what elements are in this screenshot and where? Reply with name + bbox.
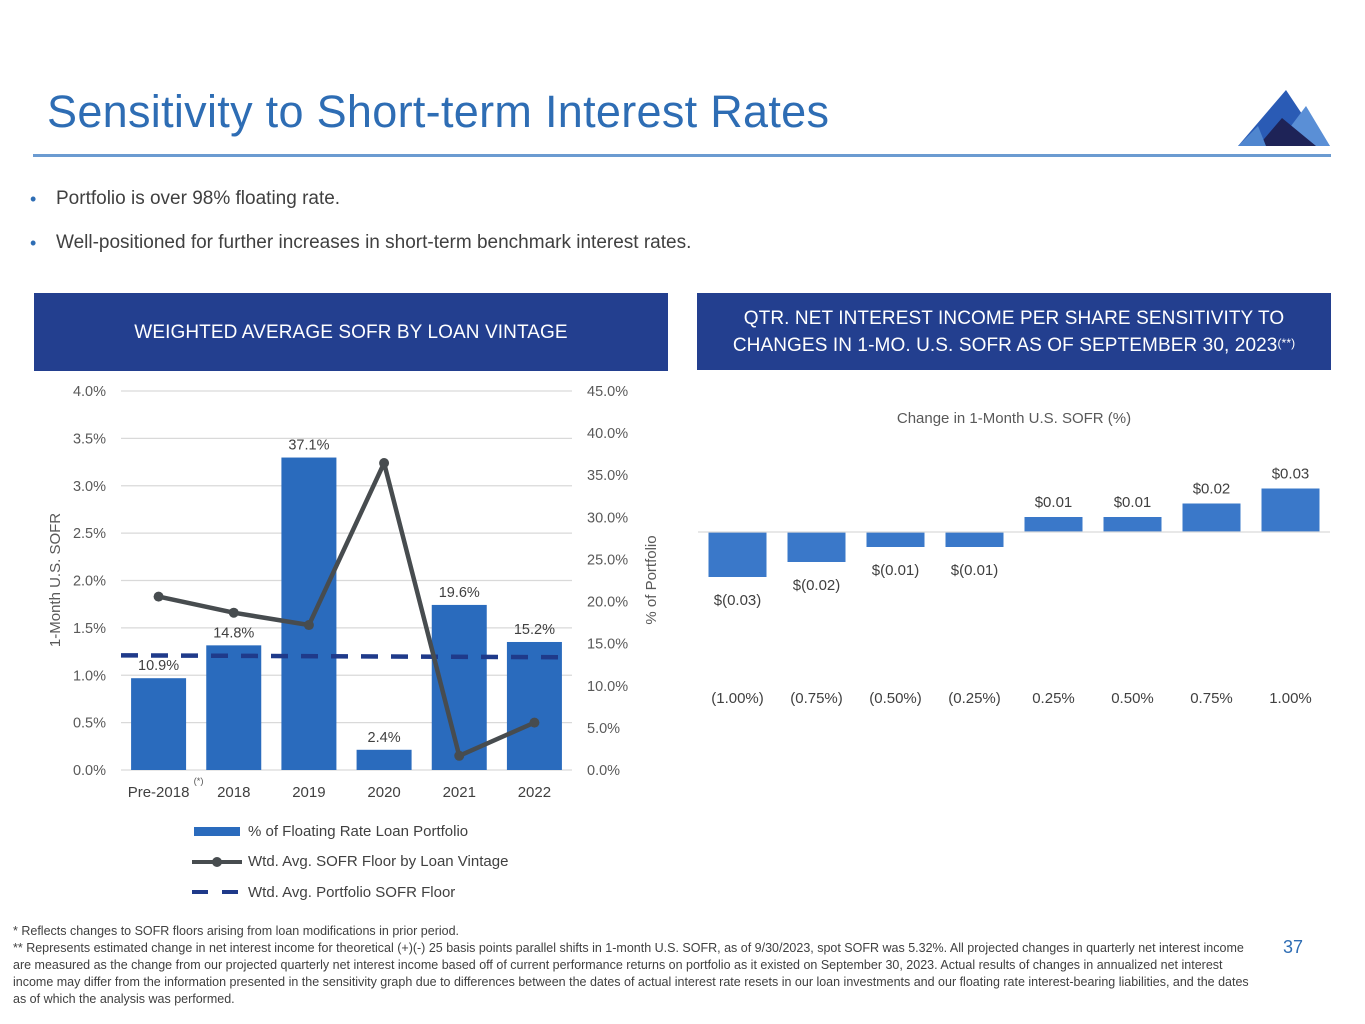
bar-data-label: 19.6% xyxy=(439,585,480,601)
right-axis-tick-label: 20.0% xyxy=(587,595,628,611)
bar-data-label: $0.03 xyxy=(1272,466,1310,483)
portfolio-sofr-floor-line xyxy=(120,653,565,660)
left-axis-tick-label: 0.0% xyxy=(73,763,106,779)
x-axis-tick-label: 1.00% xyxy=(1269,690,1312,707)
vintage-floor-line xyxy=(158,460,536,759)
legend-dashed-swatch xyxy=(192,885,242,899)
x-axis-tick-label: 0.25% xyxy=(1032,690,1075,707)
right-axis-tick-label: 0.0% xyxy=(587,763,620,779)
bar-data-label: $0.01 xyxy=(1035,494,1073,511)
bar-data-label: 37.1% xyxy=(288,438,329,454)
portfolio-bar xyxy=(506,641,562,770)
portfolio-bar xyxy=(206,645,262,770)
right-axis-tick-label: 40.0% xyxy=(587,426,628,442)
left-axis-tick-label: 1.5% xyxy=(73,621,106,637)
right-chart-header: QTR. NET INTEREST INCOME PER SHARE SENSI… xyxy=(697,293,1331,370)
left-axis-tick-label: 4.0% xyxy=(73,384,106,400)
right-axis-tick-label: 10.0% xyxy=(587,679,628,695)
sensitivity-bar xyxy=(787,532,846,562)
footnote-1: * Reflects changes to SOFR floors arisin… xyxy=(13,924,460,938)
left-axis-tick-label: 3.0% xyxy=(73,479,106,495)
x-axis-tick-label: 2022 xyxy=(518,784,551,801)
bar-data-label: 15.2% xyxy=(514,622,555,638)
x-axis-tick-label: (0.50%) xyxy=(869,690,922,707)
footnotes: * Reflects changes to SOFR floors arisin… xyxy=(13,923,1263,1008)
portfolio-bar xyxy=(356,749,412,770)
x-axis-tick-label: 0.75% xyxy=(1190,690,1233,707)
left-chart-legend: % of Floating Rate Loan Portfolio Wtd. A… xyxy=(192,816,508,908)
page-number: 37 xyxy=(1283,937,1304,957)
bar-data-label: $(0.02) xyxy=(793,577,841,594)
nii-sensitivity-chart: Change in 1-Month U.S. SOFR (%) $(0.03) (1… xyxy=(698,410,1330,707)
footnote-2: ** Represents estimated change in net in… xyxy=(13,941,1249,1006)
x-axis-tick-label: Pre-2018 xyxy=(128,784,190,801)
bullet-icon: • xyxy=(30,189,37,209)
bar-data-label: 10.9% xyxy=(138,658,179,674)
bar-data-label: $(0.03) xyxy=(714,592,762,609)
legend-item-vintage-floor: Wtd. Avg. SOFR Floor by Loan Vintage xyxy=(192,847,508,878)
legend-item-portfolio-floor: Wtd. Avg. Portfolio SOFR Floor xyxy=(192,877,508,908)
portfolio-bar xyxy=(281,457,337,770)
portfolio-bar xyxy=(131,678,187,770)
x-axis-tick-label: (0.75%) xyxy=(790,690,843,707)
vintage-floor-point xyxy=(228,607,239,618)
bar-data-label: $(0.01) xyxy=(872,562,920,579)
left-axis-tick-label: 1.0% xyxy=(73,668,106,684)
bullet-item: • Well-positioned for further increases i… xyxy=(30,230,691,274)
x-axis-tick-label: 2021 xyxy=(443,784,476,801)
vintage-floor-point xyxy=(379,458,390,469)
bar-data-label: $(0.01) xyxy=(951,562,999,579)
bullet-item: • Portfolio is over 98% floating rate. xyxy=(30,186,691,230)
title-divider xyxy=(33,154,1331,157)
x-axis-tick-label: 2018 xyxy=(217,784,250,801)
legend-item-portfolio-bar: % of Floating Rate Loan Portfolio xyxy=(192,816,508,847)
legend-line-marker-swatch xyxy=(192,855,242,869)
x-axis-tick-label: 2019 xyxy=(292,784,325,801)
left-chart-header: WEIGHTED AVERAGE SOFR BY LOAN VINTAGE xyxy=(34,293,668,371)
left-axis-tick-label: 2.5% xyxy=(73,526,106,542)
sensitivity-bar xyxy=(1261,488,1320,532)
vintage-floor-point xyxy=(303,620,314,631)
sensitivity-bar xyxy=(708,532,767,577)
left-axis-tick-label: 0.5% xyxy=(73,716,106,732)
legend-bar-swatch xyxy=(192,824,242,838)
sensitivity-bar xyxy=(1103,517,1162,532)
bar-data-label: $0.02 xyxy=(1193,481,1231,498)
x-axis-tick-label: 0.50% xyxy=(1111,690,1154,707)
x-axis-tick-label: (0.25%) xyxy=(948,690,1001,707)
vintage-floor-point xyxy=(153,591,164,602)
mountain-logo-icon xyxy=(1238,90,1330,146)
right-axis-tick-label: 35.0% xyxy=(587,468,628,484)
footnote-marker: (*) xyxy=(194,776,204,787)
x-axis-tick-label: 2020 xyxy=(367,784,400,801)
right-axis-tick-label: 5.0% xyxy=(587,721,620,737)
sensitivity-bar xyxy=(945,532,1004,547)
right-axis-tick-label: 45.0% xyxy=(587,384,628,400)
bullet-icon: • xyxy=(30,233,37,253)
x-axis-tick-label: (1.00%) xyxy=(711,690,764,707)
vintage-floor-point xyxy=(529,717,540,728)
left-axis-tick-label: 3.5% xyxy=(73,431,106,447)
right-axis-tick-label: 30.0% xyxy=(587,510,628,526)
bullet-list: • Portfolio is over 98% floating rate. • W… xyxy=(30,186,691,274)
right-axis-tick-label: 15.0% xyxy=(587,637,628,653)
sensitivity-bar xyxy=(866,532,925,547)
sofr-by-vintage-chart: 0.0% 0.5% 1.0% 1.5% 2.0% 2.5% 3.0% 3.5% 4.0% 0.0%… xyxy=(47,384,660,801)
vintage-floor-point xyxy=(454,750,465,761)
left-axis-tick-label: 2.0% xyxy=(73,574,106,590)
left-axis-title: 1-Month U.S. SOFR xyxy=(47,513,64,647)
bar-data-label: 2.4% xyxy=(368,730,401,746)
sensitivity-bar xyxy=(1024,517,1083,532)
bar-data-label: $0.01 xyxy=(1114,494,1152,511)
chart-title: Change in 1-Month U.S. SOFR (%) xyxy=(897,410,1131,427)
bar-data-label: 14.8% xyxy=(213,625,254,641)
right-axis-tick-label: 25.0% xyxy=(587,552,628,568)
right-axis-title: % of Portfolio xyxy=(643,535,660,624)
sensitivity-bar xyxy=(1182,503,1241,532)
page-title: Sensitivity to Short-term Interest Rates xyxy=(47,86,830,137)
